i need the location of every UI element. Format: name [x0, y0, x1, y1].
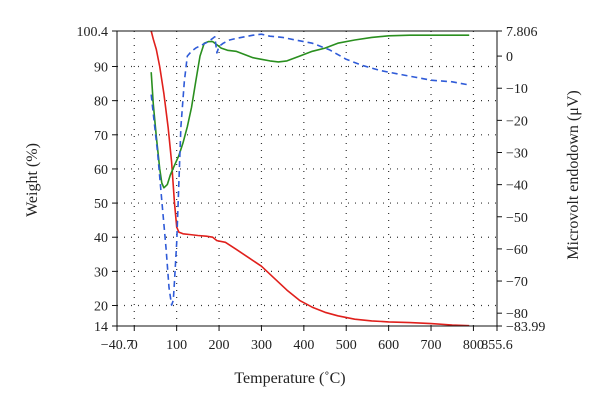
y-left-tick-label: 80: [94, 95, 108, 110]
dta-curve-green: [150, 34, 470, 189]
x-tick-label: 700: [421, 338, 442, 353]
tick-labels: −40.70 100 200 300 400 500 600 700 800855.614203…: [77, 25, 546, 353]
y-right-tick-label: −50: [506, 211, 528, 226]
x-axis-title: Temperature (˚C): [234, 370, 345, 387]
y-left-tick-label: 100.4: [77, 25, 109, 40]
y-right-tick-label: −60: [506, 243, 528, 258]
dta-curve-blue-dashed: [150, 33, 470, 306]
y-left-tick-label: 70: [94, 129, 108, 144]
weight-curve-red: [150, 30, 470, 327]
plot-frame: [116, 30, 498, 327]
y-axis-right-title: Microvolt endodown (μV): [565, 90, 582, 259]
x-tick-label: 0: [131, 338, 138, 353]
y-right-tick-label: −83.99: [506, 320, 545, 335]
y-right-tick-label: −80: [506, 307, 528, 322]
tick-marks: [112, 30, 502, 331]
y-left-tick-label: 14: [94, 320, 108, 335]
x-tick-label: −40.7: [101, 338, 133, 353]
x-tick-label: 600: [378, 338, 399, 353]
y-left-tick-label: 20: [94, 300, 108, 315]
y-right-tick-label: 0: [506, 50, 513, 65]
y-left-tick-label: 40: [94, 231, 108, 246]
x-tick-label: 100: [166, 338, 187, 353]
y-left-tick-label: 60: [94, 163, 108, 178]
y-right-tick-label: −20: [506, 114, 528, 129]
y-right-tick-label: 7.806: [506, 25, 538, 40]
y-left-tick-label: 50: [94, 197, 108, 212]
y-right-tick-label: −10: [506, 82, 528, 97]
y-axis-left-title: Weight (%): [24, 143, 41, 217]
y-right-tick-label: −70: [506, 275, 528, 290]
y-right-tick-label: −40: [506, 179, 528, 194]
y-left-tick-label: 30: [94, 265, 108, 280]
series-lines: [150, 30, 470, 327]
y-right-tick-label: −30: [506, 146, 528, 161]
x-tick-label: 400: [293, 338, 314, 353]
y-left-tick-label: 90: [94, 61, 108, 76]
x-tick-label: 500: [336, 338, 357, 353]
x-tick-label: 300: [251, 338, 272, 353]
x-tick-label: 200: [209, 338, 230, 353]
x-tick-label: 800: [463, 338, 484, 353]
x-tick-label: 855.6: [481, 338, 513, 353]
